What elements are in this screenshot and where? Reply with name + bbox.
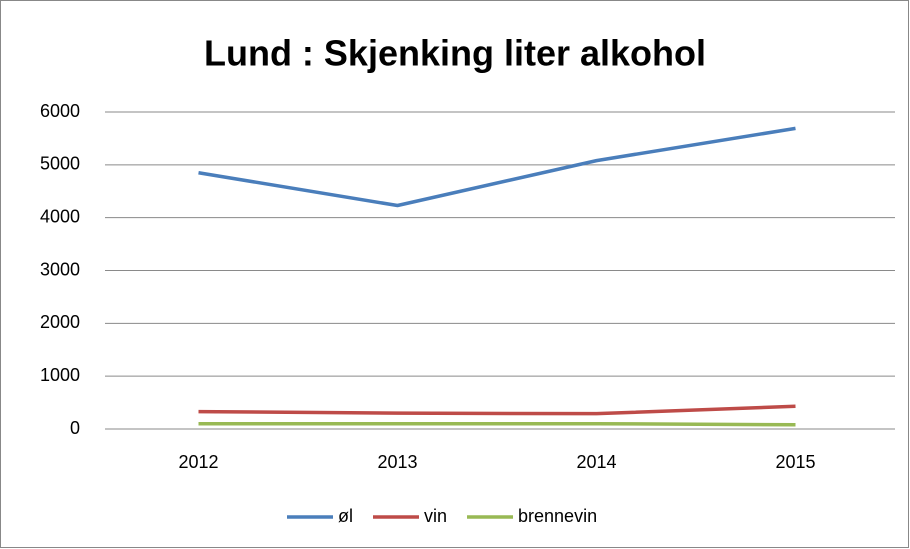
legend-label: øl — [338, 506, 353, 526]
chart-title: Lund : Skjenking liter alkohol — [204, 33, 706, 74]
y-tick-label: 6000 — [40, 101, 80, 121]
series-line — [198, 404, 796, 416]
y-tick-label: 2000 — [40, 312, 80, 332]
y-tick-label: 4000 — [40, 206, 80, 226]
x-tick-label: 2012 — [178, 452, 218, 472]
x-tick-label: 2015 — [775, 452, 815, 472]
y-tick-label: 0 — [70, 418, 80, 438]
series-line — [198, 126, 796, 208]
legend-label: vin — [424, 506, 447, 526]
x-tick-label: 2013 — [377, 452, 417, 472]
series-line — [198, 421, 796, 427]
x-tick-label: 2014 — [576, 452, 616, 472]
y-tick-label: 1000 — [40, 365, 80, 385]
legend-label: brennevin — [518, 506, 597, 526]
y-tick-label: 5000 — [40, 154, 80, 174]
y-tick-label: 3000 — [40, 259, 80, 279]
